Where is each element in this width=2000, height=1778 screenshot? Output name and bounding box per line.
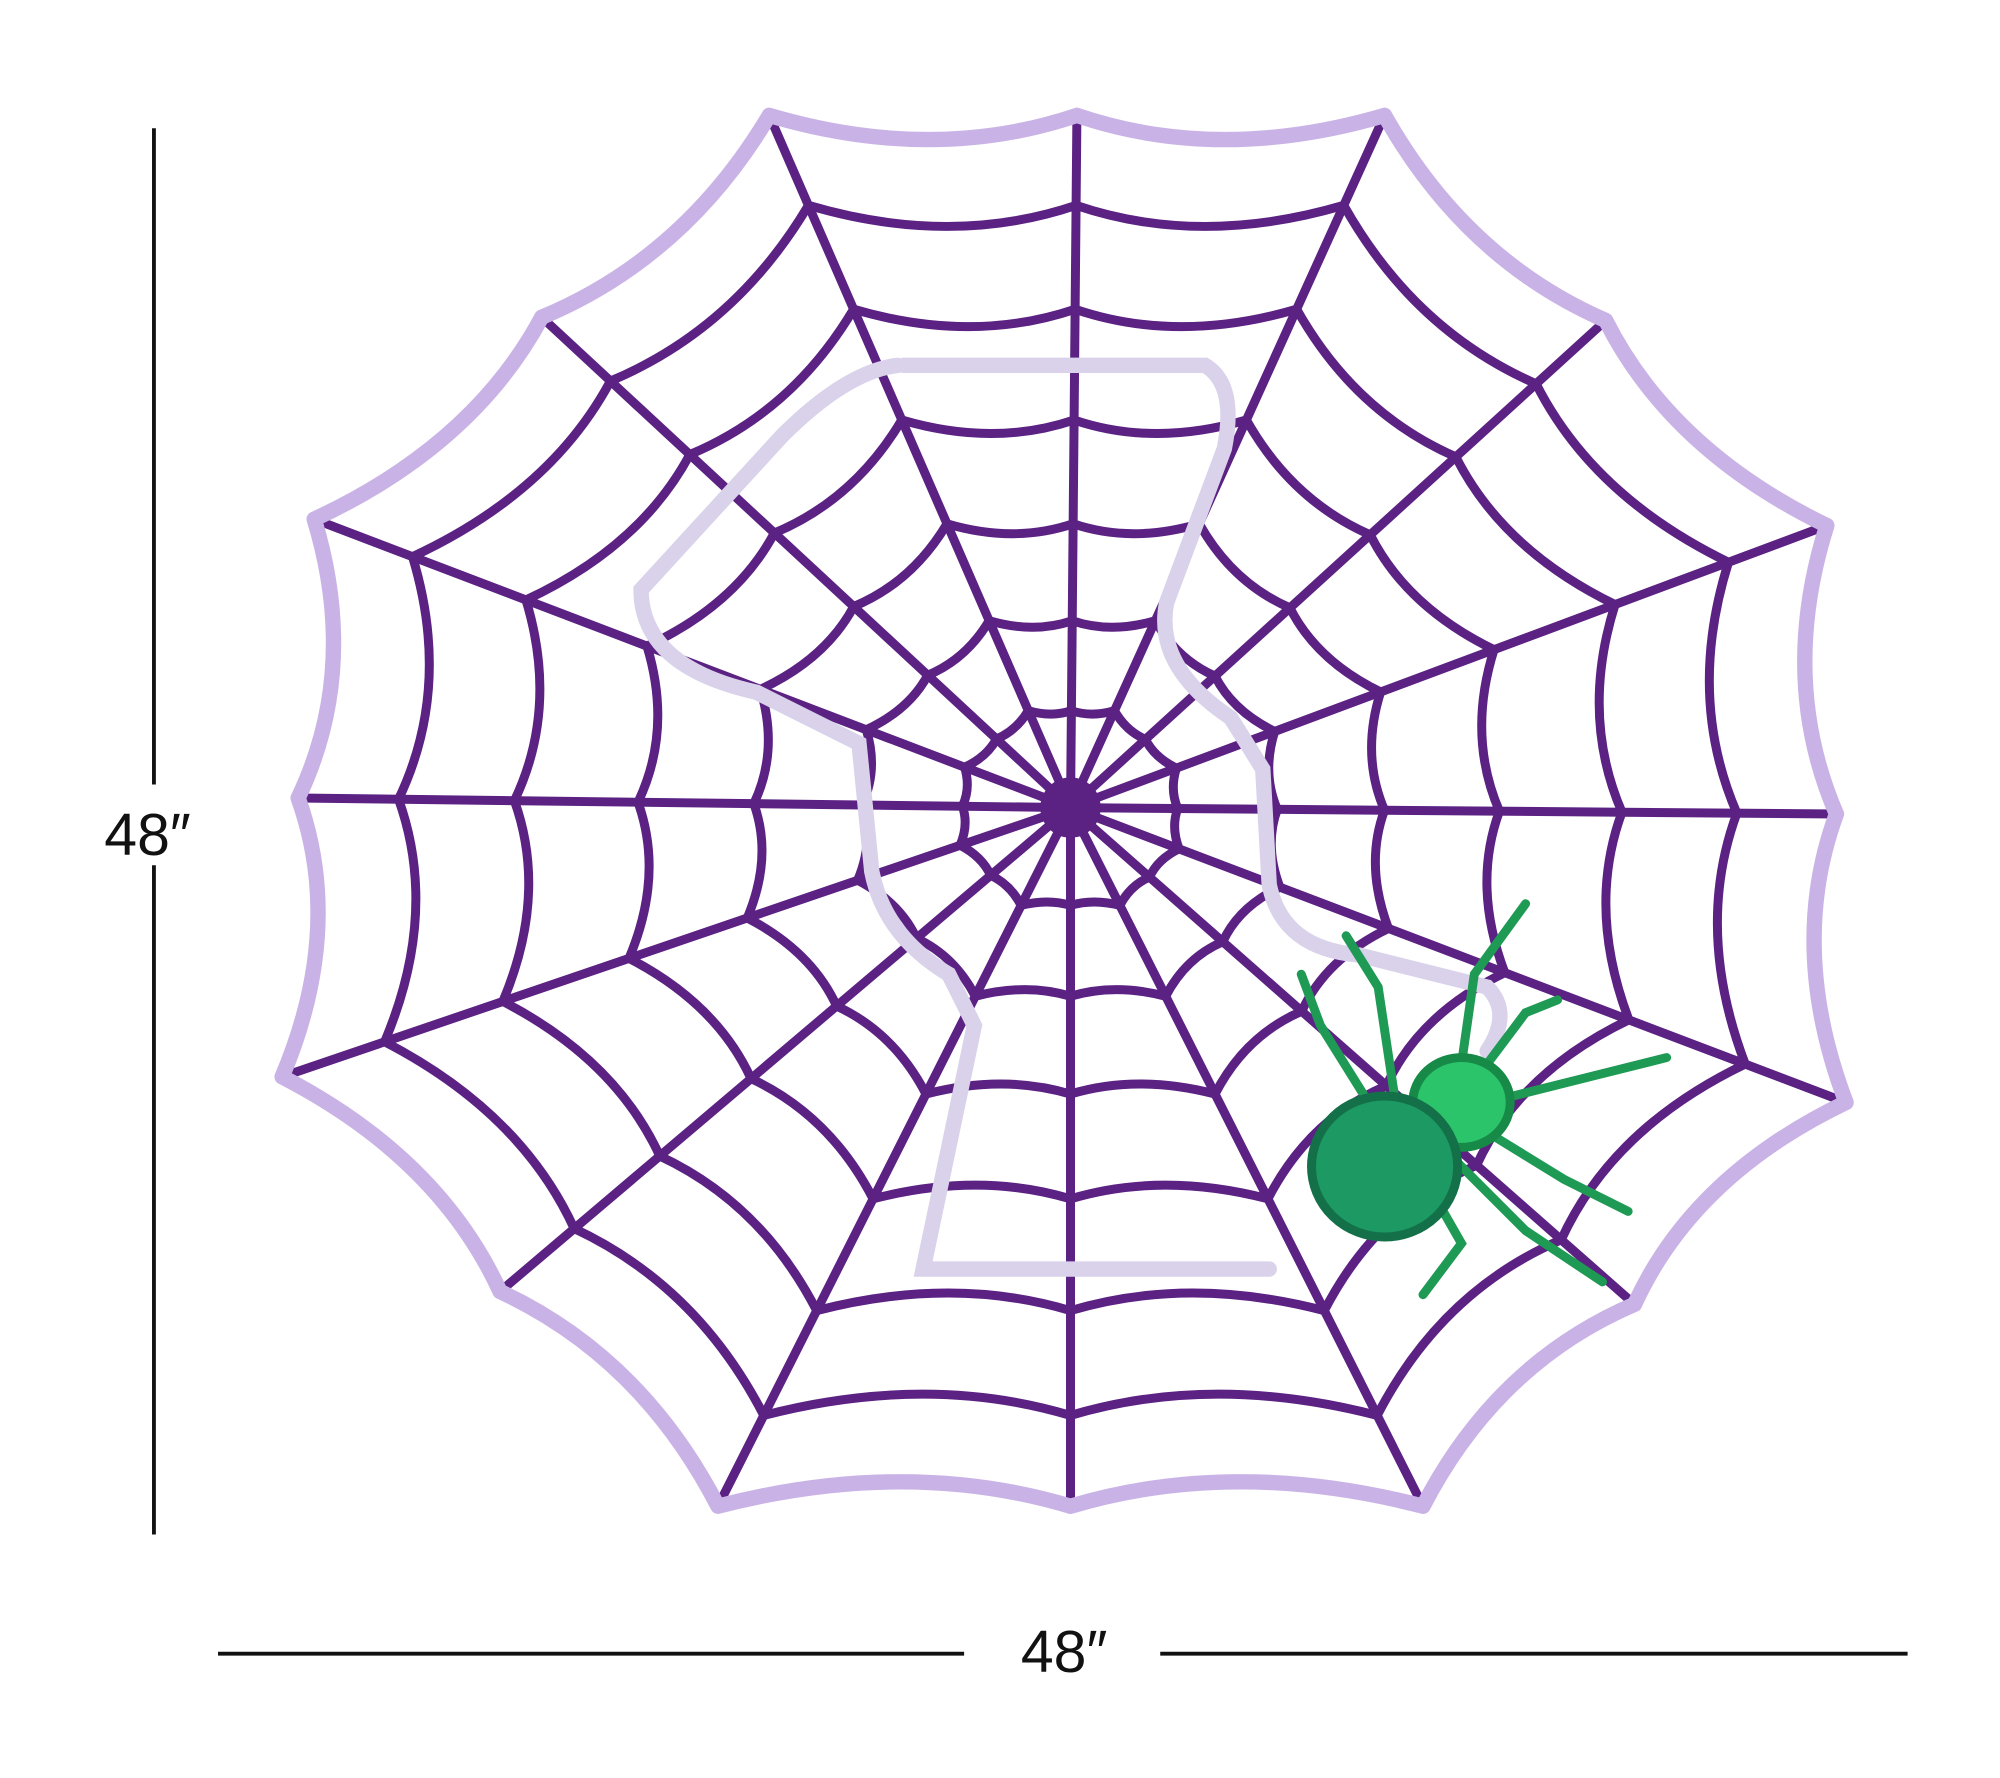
web-strand: [274, 107, 1854, 1514]
web-strand: [713, 803, 1075, 1511]
web-strand: [1066, 803, 1851, 1107]
web-strand: [1066, 803, 1841, 819]
web-strand: [495, 803, 1075, 1297]
spider: [1296, 899, 1672, 1300]
web-strand: [742, 519, 1393, 1099]
web-strand: [380, 200, 1750, 1420]
web-strand: [293, 793, 1075, 813]
web-strand: [896, 357, 1508, 1059]
web-strand: [537, 312, 1075, 813]
web-strand: [1066, 803, 1640, 1309]
dimension-lines: [152, 128, 1908, 1656]
web-strand: [277, 803, 1075, 1082]
web-strand: [955, 706, 1184, 910]
web-strand: [1066, 110, 1082, 813]
height-label: 48″: [104, 803, 190, 868]
web-strand: [1066, 521, 1832, 813]
web-hub: [1040, 777, 1101, 838]
width-label: 48″: [1021, 1620, 1107, 1685]
web-strand: [1066, 315, 1611, 813]
web-strand: [764, 110, 1075, 813]
web-strand: [1066, 803, 1428, 1511]
spider-web: [274, 107, 1854, 1514]
web-strand: [633, 357, 1277, 1277]
